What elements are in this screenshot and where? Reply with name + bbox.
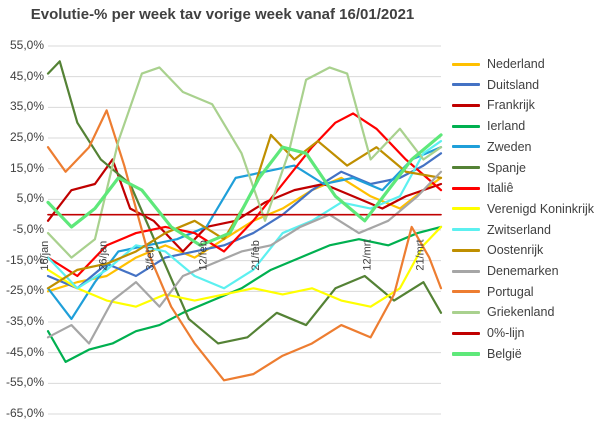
legend-swatch (452, 186, 480, 190)
x-tick-label: 12/mrt (362, 239, 374, 270)
legend-item: Frankrijk (452, 96, 535, 114)
series-line-spanje (46, 60, 443, 345)
legend-item: Spanje (452, 159, 526, 177)
legend-swatch (452, 351, 480, 356)
series-line-portugal (46, 109, 443, 382)
legend-swatch (452, 290, 480, 294)
y-tick-label: 35,0% (9, 99, 44, 114)
legend-label: Zweden (487, 139, 532, 154)
legend-label: Duitsland (487, 77, 540, 92)
y-tick-label: -5,0% (12, 222, 44, 236)
legend-label: Verenigd Koninkrijk (487, 201, 595, 216)
x-tick-label: 12/feb (197, 240, 209, 271)
series-line-belgi- (46, 133, 443, 247)
series-line-zwitserland (46, 139, 443, 290)
legend-item: Griekenland (452, 303, 554, 321)
legend-item: Oostenrijk (452, 241, 543, 259)
legend-label: Italiê (487, 181, 514, 196)
legend-label: 0%-lijn (487, 326, 525, 341)
y-tick-label: 25,0% (9, 130, 44, 144)
series-line-duitsland (46, 152, 443, 290)
x-tick-label: 16/jan (39, 241, 51, 271)
x-tick-label: 21/mrt (414, 239, 426, 270)
y-tick-label: 5,0% (16, 191, 44, 206)
legend-label: Portugal (487, 284, 534, 299)
legend-item: Portugal (452, 283, 534, 301)
y-tick-label: 15,0% (9, 160, 44, 175)
legend-label: Zwitserland (487, 222, 551, 237)
legend-label: Frankrijk (487, 98, 535, 113)
chart-title: Evolutie-% per week tav vorige week vana… (30, 6, 415, 23)
y-tick-label: -15,0% (5, 252, 44, 267)
legend-swatch (452, 207, 480, 211)
series-line-frankrijk (46, 158, 443, 253)
legend-item: Zwitserland (452, 221, 551, 239)
legend-swatch (452, 166, 480, 169)
legend-item: Ierland (452, 117, 525, 135)
legend-item: Denemarken (452, 262, 559, 280)
legend-item: België (452, 345, 522, 363)
y-tick-label: 55,0% (9, 38, 44, 52)
legend-swatch (452, 331, 480, 335)
legend-swatch (452, 83, 480, 87)
legend-label: Spanje (487, 160, 526, 175)
legend-label: Oostenrijk (487, 243, 544, 258)
series-line-verenigd-koninkrijk (46, 225, 443, 308)
legend-item: 0%-lijn (452, 324, 525, 342)
legend-swatch (452, 124, 480, 128)
legend-swatch (452, 228, 480, 232)
x-tick-label: 21/feb (250, 240, 262, 271)
legend-swatch (452, 145, 480, 149)
legend-label: België (487, 346, 522, 361)
y-tick-label: -65,0% (5, 406, 44, 420)
legend-swatch (452, 248, 480, 252)
legend-label: Griekenland (487, 305, 555, 320)
legend-label: Denemarken (487, 264, 559, 278)
legend-label: Nederland (487, 57, 545, 71)
y-tick-label: -55,0% (5, 375, 44, 390)
legend-label: Ierland (487, 119, 526, 134)
series-line-zweden (46, 146, 443, 321)
y-tick-label: -25,0% (5, 283, 44, 298)
legend-item: Zweden (452, 138, 531, 156)
legend-swatch (452, 269, 480, 273)
series-line-itali- (46, 112, 443, 278)
legend-item: Italiê (452, 179, 513, 197)
x-tick-label: 26/jan (98, 241, 110, 271)
legend-item: Duitsland (452, 76, 539, 94)
legend-item: Nederland (452, 55, 545, 73)
series-line-denemarken (46, 170, 443, 345)
legend-swatch (452, 310, 480, 314)
x-tick-label: 3/feb (145, 246, 157, 270)
y-tick-label: 45,0% (9, 68, 44, 83)
legend-swatch (452, 103, 480, 107)
legend-item: Verenigd Koninkrijk (452, 200, 594, 218)
y-tick-label: -45,0% (5, 344, 44, 359)
legend-swatch (452, 62, 480, 66)
y-tick-label: -35,0% (5, 314, 44, 328)
